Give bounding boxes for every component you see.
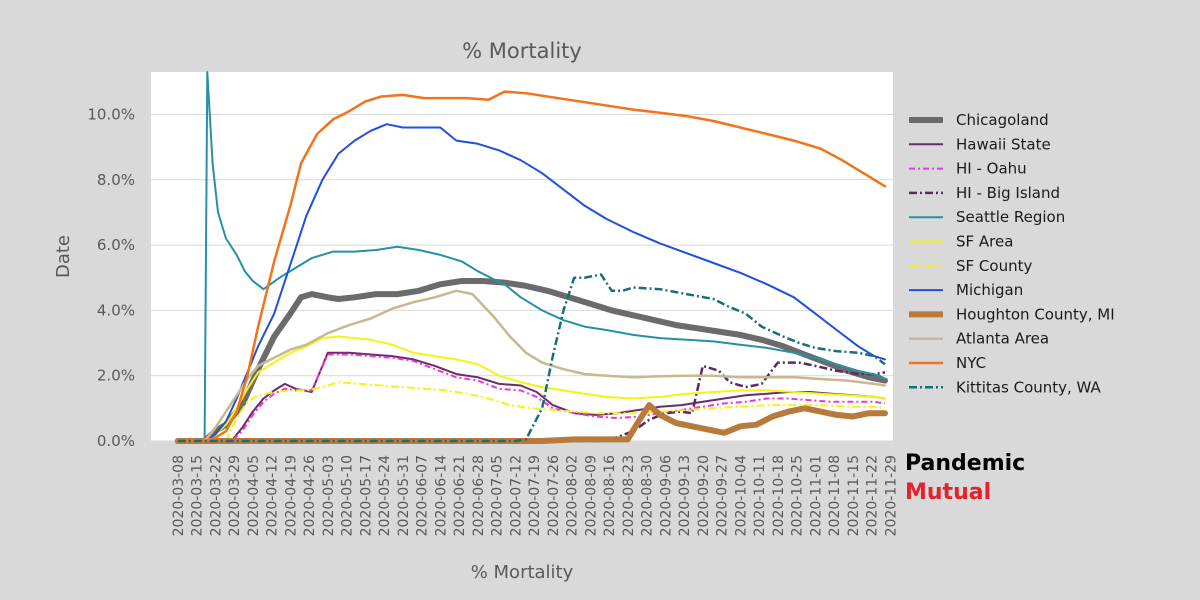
series-line-sf-county: [177, 381, 886, 442]
x-tick-label: 2020-08-30: [640, 455, 656, 536]
x-axis-title: % Mortality: [471, 562, 574, 583]
series-line-houghton-county-mi: [174, 402, 888, 444]
series-line-sf-area: [176, 335, 886, 442]
x-tick-label: 2020-09-13: [677, 455, 693, 536]
x-tick-label: 2020-05-24: [377, 455, 393, 536]
legend-label: Hawaii State: [956, 135, 1051, 153]
x-tick-label: 2020-07-05: [490, 455, 506, 536]
x-tick-label: 2020-05-10: [340, 455, 356, 536]
y-tick-label: 4.0%: [97, 301, 135, 319]
series-line-hi-big-island: [177, 361, 886, 443]
x-tick-label: 2020-04-19: [283, 455, 299, 536]
x-tick-label: 2020-04-05: [246, 455, 262, 536]
y-axis: 0.0% 2.0% 4.0% 6.0% 8.0% 10.0%: [87, 105, 135, 450]
x-tick-label: 2020-08-23: [621, 455, 637, 536]
legend-label: Kittitas County, WA: [956, 378, 1102, 396]
x-tick-label: 2020-07-19: [527, 455, 543, 536]
legend-label: Chicagoland: [956, 111, 1049, 129]
y-tick-label: 0.0%: [97, 432, 135, 450]
x-tick-label: 2020-09-27: [715, 455, 731, 536]
x-tick-label: 2020-09-20: [696, 455, 712, 536]
y-tick-label: 10.0%: [87, 105, 135, 123]
y-tick-label: 8.0%: [97, 171, 135, 189]
y-axis-title: Date: [53, 235, 74, 278]
x-tick-label: 2020-11-29: [883, 455, 899, 536]
y-tick-label: 2.0%: [97, 367, 135, 385]
legend-label: NYC: [956, 354, 986, 372]
series-lines: [174, 71, 888, 444]
x-tick-label: 2020-03-08: [171, 455, 187, 536]
legend-label: SF Area: [956, 233, 1013, 251]
y-tick-label: 6.0%: [97, 236, 135, 254]
x-tick-label: 2020-03-29: [227, 455, 243, 536]
x-tick-label: 2020-07-26: [546, 455, 562, 536]
x-tick-label: 2020-05-17: [358, 455, 374, 536]
x-tick-label: 2020-11-22: [865, 455, 881, 536]
x-tick-label: 2020-09-06: [658, 455, 674, 536]
x-tick-label: 2020-11-08: [827, 455, 843, 536]
x-tick-label: 2020-07-12: [508, 455, 524, 536]
x-tick-label: 2020-06-21: [452, 455, 468, 536]
series-line-chicagoland: [174, 278, 888, 444]
x-tick-label: 2020-06-14: [433, 455, 449, 536]
x-tick-label: 2020-05-31: [396, 455, 412, 536]
x-tick-label: 2020-04-26: [302, 455, 318, 536]
x-tick-label: 2020-11-15: [846, 455, 862, 536]
x-tick-label: 2020-04-12: [265, 455, 281, 536]
series-line-seattle-region: [176, 71, 886, 442]
legend-label: Michigan: [956, 281, 1023, 299]
x-tick-label: 2020-10-04: [733, 455, 749, 536]
series-line-hawaii-state: [176, 351, 886, 442]
legend-label: HI - Big Island: [956, 184, 1060, 202]
legend-label: HI - Oahu: [956, 160, 1027, 178]
series-line-kittitas-county-wa: [177, 273, 886, 443]
x-tick-label: 2020-05-03: [321, 455, 337, 536]
legend-label: Houghton County, MI: [956, 305, 1115, 323]
legend-label: Atlanta Area: [956, 330, 1049, 348]
series-line-atlanta-area: [176, 289, 887, 443]
x-tick-label: 2020-06-28: [471, 455, 487, 536]
x-tick-label: 2020-10-25: [790, 455, 806, 536]
brand-logo-line2: Mutual: [905, 480, 991, 505]
x-tick-label: 2020-10-11: [752, 455, 768, 536]
legend-label: Seattle Region: [956, 208, 1065, 226]
series-line-nyc: [176, 90, 887, 443]
chart-title: % Mortality: [462, 39, 582, 63]
x-tick-label: 2020-03-15: [190, 455, 206, 536]
x-tick-label: 2020-08-09: [583, 455, 599, 536]
legend-label: SF County: [956, 257, 1032, 275]
x-tick-label: 2020-06-07: [415, 455, 431, 536]
x-tick-label: 2020-08-16: [602, 455, 618, 536]
x-tick-label: 2020-11-01: [808, 455, 824, 536]
x-tick-label: 2020-10-18: [771, 455, 787, 536]
legend: Chicagoland Hawaii State HI - Oahu HI - Big…: [909, 111, 1115, 396]
series-line-hi-oahu: [177, 353, 886, 442]
x-axis: 2020-03-08 2020-03-15 2020-03-22 2020-03-29…: [171, 455, 900, 536]
x-tick-label: 2020-03-22: [208, 455, 224, 536]
brand-logo-line1: Pandemic: [905, 451, 1025, 476]
series-line-michigan: [176, 123, 886, 442]
x-tick-label: 2020-08-02: [565, 455, 581, 536]
